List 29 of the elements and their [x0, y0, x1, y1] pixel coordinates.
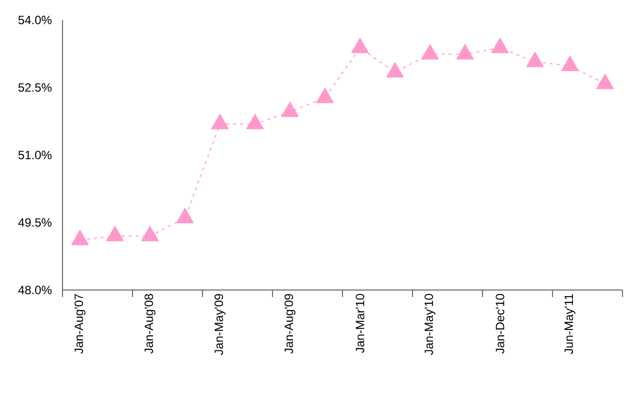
x-tick-label: Jan-Aug'07 — [74, 294, 86, 354]
x-tick-label: Jan-May'10 — [424, 294, 436, 355]
x-tick-label: Jan-May'09 — [214, 294, 226, 355]
point — [71, 230, 89, 246]
point — [176, 208, 194, 224]
point — [491, 38, 509, 54]
point — [106, 226, 124, 242]
x-tick-label: Jan-Mar'10 — [356, 294, 364, 353]
point — [351, 38, 369, 54]
point — [246, 114, 264, 130]
y-tick-label: 54.0% — [18, 16, 52, 24]
x-tick-label: Jun-May'11 — [564, 294, 576, 354]
point — [316, 88, 334, 104]
point — [141, 226, 159, 242]
point — [596, 74, 614, 90]
point — [421, 44, 439, 60]
point — [526, 52, 544, 68]
y-tick-label: 52.5% — [18, 83, 52, 92]
x-tick-label: Jan-Aug'09 — [284, 294, 296, 354]
x-tick-label: Jan-Aug'08 — [144, 294, 156, 354]
point — [561, 56, 579, 72]
y-tick-label: 48.0% — [18, 286, 52, 294]
point — [386, 62, 404, 78]
point — [456, 44, 474, 60]
point — [281, 102, 299, 118]
point — [211, 114, 229, 130]
y-tick-label: 51.0% — [18, 150, 52, 160]
y-tick-label: 49.5% — [18, 218, 52, 227]
x-tick-label: Jan-Dec'10 — [496, 294, 504, 354]
